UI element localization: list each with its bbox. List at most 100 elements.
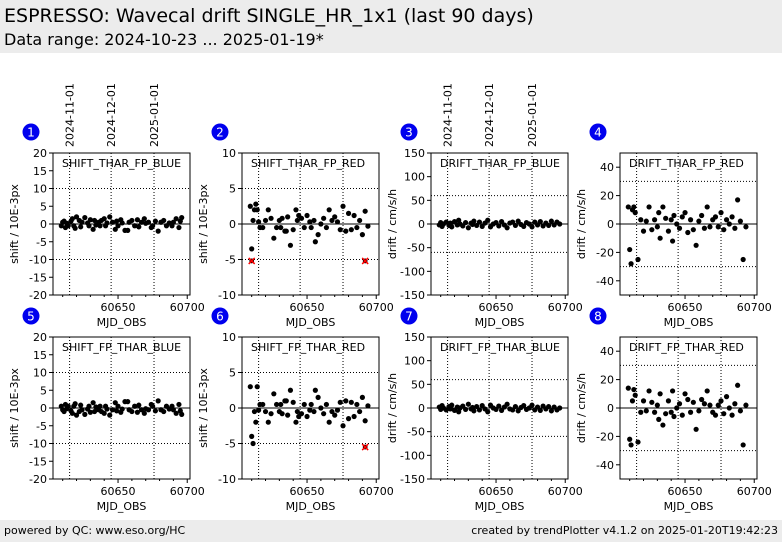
data-point <box>312 239 318 245</box>
x-tick-label: 60700 <box>548 301 583 314</box>
data-point <box>548 408 554 414</box>
data-point <box>693 426 699 432</box>
y-tick-label: -10 <box>29 438 47 451</box>
data-point <box>287 242 294 248</box>
data-point <box>362 418 368 424</box>
y-tick-label: 50 <box>411 194 425 207</box>
data-point <box>72 225 78 231</box>
data-point <box>671 413 677 420</box>
y-tick-label: 15 <box>33 349 47 362</box>
data-point <box>278 224 284 231</box>
data-point <box>134 217 141 223</box>
data-point <box>301 224 307 231</box>
data-point <box>82 411 88 417</box>
y-tick-label: 0 <box>229 402 236 415</box>
x-axis-label: MJD_OBS <box>97 500 147 513</box>
data-point <box>362 208 368 214</box>
data-point <box>129 408 135 415</box>
data-point <box>521 403 527 409</box>
y-tick-label: 20 <box>33 147 47 160</box>
data-point <box>476 219 483 225</box>
panel-number-badge <box>589 123 607 141</box>
y-tick-label: -20 <box>596 430 614 443</box>
panel-number: 4 <box>594 126 602 140</box>
y-tick-label: -50 <box>407 242 425 255</box>
data-point <box>707 402 713 408</box>
data-point <box>726 221 732 227</box>
x-tick-label: 60700 <box>359 301 394 314</box>
data-point <box>332 214 338 220</box>
data-point <box>173 410 179 416</box>
data-point <box>712 214 719 220</box>
data-point <box>152 218 159 224</box>
data-point <box>260 401 266 408</box>
data-point <box>170 219 176 225</box>
x-axis-label: MJD_OBS <box>664 316 714 329</box>
data-point <box>145 219 152 225</box>
data-point <box>125 227 131 233</box>
panel-label: SHIFT_THAR_FP_BLUE <box>62 157 181 170</box>
data-point <box>740 442 746 448</box>
data-point <box>627 246 633 253</box>
data-point <box>679 214 685 220</box>
y-tick-label: 5 <box>229 367 236 380</box>
data-point <box>512 403 519 410</box>
panel-number-badge <box>22 123 40 141</box>
data-point <box>97 223 103 229</box>
data-point <box>73 412 80 418</box>
y-tick-label: 0 <box>418 218 425 231</box>
data-point <box>632 210 638 216</box>
data-point <box>345 416 352 422</box>
data-point <box>723 394 730 400</box>
data-point <box>546 403 552 410</box>
data-point <box>359 394 365 400</box>
x-tick-label: 60650 <box>290 301 325 314</box>
y-axis-label: drift / cm/s/h <box>386 189 399 259</box>
data-point <box>132 403 138 409</box>
data-point <box>674 221 680 227</box>
y-axis-label: drift / cm/s/h <box>575 373 588 443</box>
data-point <box>285 214 291 220</box>
data-point <box>628 442 634 448</box>
y-axis-label: shift / 10E-3px <box>197 184 210 264</box>
data-point <box>340 423 346 429</box>
outlier-marker <box>361 443 369 451</box>
data-point <box>718 398 724 404</box>
data-point <box>640 228 647 234</box>
y-tick-label: -150 <box>400 473 425 486</box>
data-point <box>155 228 161 234</box>
data-point <box>629 398 636 404</box>
y-tick-label: 15 <box>33 165 47 178</box>
data-range-subtitle: Data range: 2024-10-23 ... 2025-01-19* <box>4 30 324 49</box>
y-tick-label: 0 <box>607 402 614 415</box>
panel-label: SHIFT_FP_THAR_BLUE <box>62 341 181 354</box>
data-point <box>138 407 145 413</box>
data-point <box>290 227 296 233</box>
data-point <box>729 214 735 220</box>
data-point <box>546 222 552 229</box>
data-point <box>78 402 84 408</box>
data-point <box>307 407 313 413</box>
y-tick-label: 100 <box>404 355 425 368</box>
data-point <box>721 227 727 233</box>
data-point <box>334 219 341 225</box>
data-point <box>504 401 510 407</box>
data-point <box>529 224 535 230</box>
data-point <box>449 402 455 408</box>
data-point <box>723 217 730 223</box>
y-tick-label: 10 <box>222 331 236 344</box>
data-point <box>114 408 120 414</box>
data-point <box>654 224 660 230</box>
y-tick-label: 10 <box>222 147 236 160</box>
data-point <box>476 407 483 413</box>
x-tick-label: 60700 <box>548 485 583 498</box>
data-point <box>651 409 658 415</box>
data-point <box>646 388 652 394</box>
data-point <box>271 235 277 241</box>
y-tick-label: 0 <box>40 218 47 231</box>
data-point <box>298 215 305 221</box>
data-point <box>304 212 310 219</box>
data-point <box>668 217 674 223</box>
data-point <box>260 224 266 231</box>
